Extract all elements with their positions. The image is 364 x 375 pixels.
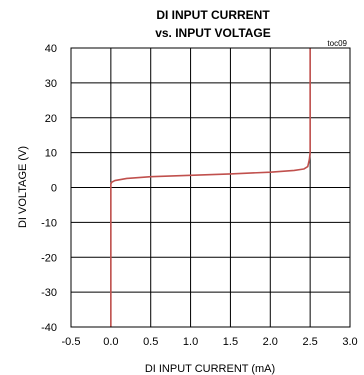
x-tick-label: 0.0: [103, 336, 118, 348]
x-tick-label: 3.0: [342, 336, 357, 348]
chart-title-line2: vs. INPUT VOLTAGE: [155, 26, 271, 40]
y-tick-label: -20: [41, 252, 57, 264]
plot-frame: [70, 47, 351, 328]
x-tick-labels: -0.5 0.0 0.5 1.0 1.5 2.0 2.5 3.0: [62, 336, 358, 348]
y-tick-label: 20: [45, 113, 57, 125]
y-tick-label: 10: [45, 148, 57, 160]
y-tick-labels: 40 30 20 10 0 -10 -20 -30 -40: [41, 43, 57, 334]
x-tick-label: 1.0: [183, 336, 198, 348]
x-tick-label: 2.5: [302, 336, 317, 348]
chart-tag: toc09: [327, 39, 347, 48]
x-axis-label: DI INPUT CURRENT (mA): [145, 363, 275, 375]
chart-title-line1: DI INPUT CURRENT: [156, 8, 270, 22]
y-tick-label: 40: [45, 43, 57, 55]
grid: [70, 47, 351, 328]
y-tick-label: -40: [41, 322, 57, 334]
series-layer: [110, 48, 311, 327]
y-tick-label: 30: [45, 78, 57, 90]
series-line: [110, 48, 311, 327]
y-axis-label: DI VOLTAGE (V): [17, 146, 29, 228]
x-tick-label: -0.5: [62, 336, 81, 348]
x-tick-label: 2.0: [263, 336, 278, 348]
x-tick-label: 0.5: [143, 336, 158, 348]
y-tick-label: 0: [51, 183, 57, 195]
y-tick-label: -30: [41, 287, 57, 299]
y-tick-label: -10: [41, 217, 57, 229]
x-tick-label: 1.5: [223, 336, 238, 348]
